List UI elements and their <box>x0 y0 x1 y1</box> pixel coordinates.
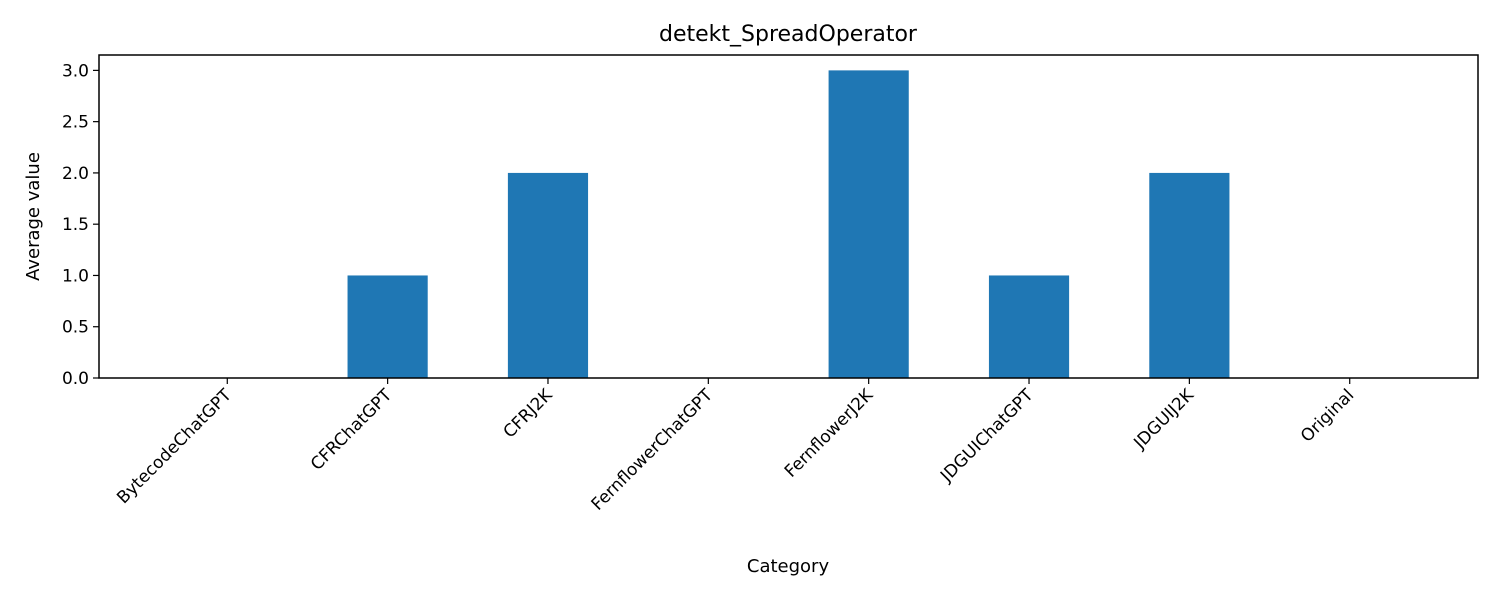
y-tick-label: 3.0 <box>62 61 89 81</box>
bar-fernflowerj2k <box>828 70 909 378</box>
x-tick-label: FernflowerJ2K <box>781 385 878 482</box>
bar-jdguij2k <box>1149 172 1230 378</box>
y-tick-label: 1.5 <box>62 215 89 235</box>
y-tick-label: 0.0 <box>62 369 89 389</box>
bar-cfrj2k <box>507 172 589 378</box>
chart-title: detekt_SpreadOperator <box>659 22 918 47</box>
y-tick-label: 0.5 <box>62 318 89 338</box>
x-tick-label: CFRChatGPT <box>307 385 397 475</box>
x-tick-label: BytecodeChatGPT <box>113 385 236 508</box>
x-tick-label: Original <box>1297 385 1358 446</box>
bar-jdguichatgpt <box>988 275 1070 378</box>
y-axis: 0.0 0.5 1.0 1.5 2.0 2.5 3.0 <box>62 61 99 389</box>
x-tick-label: JDGUIJ2K <box>1130 385 1199 454</box>
y-tick-label: 2.0 <box>62 164 89 184</box>
y-tick-label: 1.0 <box>62 266 89 286</box>
bar-cfrchatgpt <box>347 275 428 378</box>
x-tick-label: CFRJ2K <box>500 385 557 442</box>
x-axis: BytecodeChatGPT CFRChatGPT CFRJ2K Fernflowe… <box>113 378 1358 515</box>
y-tick-label: 2.5 <box>62 113 89 133</box>
x-axis-label: Category <box>747 556 830 577</box>
x-tick-label: JDGUIChatGPT <box>936 385 1038 487</box>
plot-frame <box>98 54 1479 379</box>
x-tick-label: FernflowerChatGPT <box>588 385 718 515</box>
bars-group <box>347 70 1230 378</box>
y-axis-label: Average value <box>23 152 44 281</box>
